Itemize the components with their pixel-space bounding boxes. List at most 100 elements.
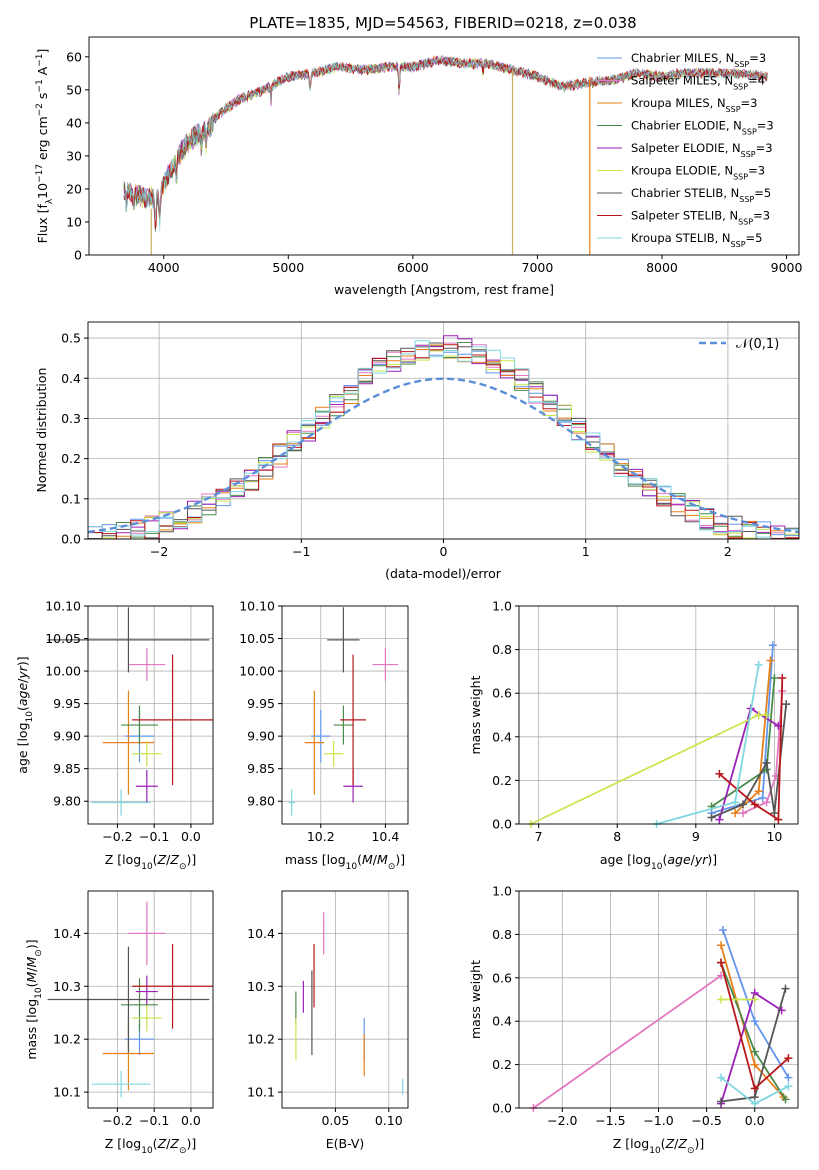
mass-weight-marker: [717, 941, 726, 950]
axes-frame: [281, 890, 409, 1109]
y-tick-label: 1.0: [492, 884, 512, 899]
x-axis-label: Z [log10(Z/Z⊙)]: [613, 1136, 705, 1156]
mass-vs-EBV-panel-frame: 0.05 0.10 10.1 10.2 10.3 10.4 E(B-V): [247, 890, 409, 1151]
y-tick-label: 0.2: [492, 773, 512, 788]
x-axis-label: Z [log10(Z/Z⊙)]: [105, 1136, 197, 1156]
x-tick-label: 5000: [272, 260, 304, 275]
x-tick-label: 4000: [148, 260, 180, 275]
y-tick-label: 20: [66, 181, 82, 196]
x-axis-label: (data-model)/error: [385, 566, 502, 581]
axes-frame: [88, 36, 800, 256]
y-axis-label: mass weight: [468, 960, 483, 1039]
mass-weight-marker: [750, 800, 759, 809]
x-tick-label: 6000: [397, 260, 429, 275]
y-tick-label: 9.85: [53, 761, 81, 776]
x-tick-label: 8000: [646, 260, 678, 275]
y-tick-label: 9.80: [53, 794, 81, 809]
age-vs-mass-panel-plot: [288, 607, 399, 816]
mass-weight-line: [532, 974, 722, 1109]
x-tick-label: 0.0: [181, 829, 201, 844]
y-axis-label: Normed distribution: [34, 368, 49, 493]
y-axis-label: age [log10(age/yr)]: [15, 656, 35, 773]
y-tick-label: 1.0: [492, 599, 512, 614]
spectrum-panel-frame: 4000 5000 6000 7000 8000 9000 0 10 20 30 40 50 60 Cha…: [35, 36, 802, 297]
y-tick-label: 10.3: [53, 979, 81, 994]
x-tick-label: −0.1: [139, 829, 169, 844]
y-axis-label: mass [log10(M/M⊙)]: [24, 939, 44, 1059]
axes-frame: [87, 890, 214, 1109]
y-tick-label: 0.0: [61, 532, 81, 547]
x-axis-label: wavelength [Angstrom, rest frame]: [334, 282, 554, 297]
mass-weight-marker: [762, 798, 771, 807]
mass-weight-marker: [750, 995, 759, 1004]
mass-weight-vs-age-panel-plot: [526, 641, 791, 828]
y-tick-label: 0.0: [492, 1101, 512, 1116]
mass-weight-marker: [754, 711, 763, 719]
age-vs-mass-panel-grid: [282, 605, 408, 824]
x-tick-label: 9: [692, 829, 700, 844]
x-tick-label: −1: [292, 544, 310, 559]
mass-weight-marker: [778, 673, 787, 682]
x-tick-label: 2: [724, 544, 732, 559]
y-tick-label: 9.90: [53, 729, 81, 744]
histogram-panel: −2 −1 0 1 2 0.0 0.1 0.2 0.3 0.4 0.5 𝒩(0,1) (data-mod…: [34, 321, 800, 581]
mass-weight-marker: [738, 809, 747, 818]
x-tick-label: 0.0: [181, 1113, 201, 1128]
mass-weight-marker: [750, 1084, 759, 1093]
mass-weight-marker: [768, 641, 777, 650]
mass-weight-marker: [754, 660, 763, 669]
x-axis-label: age [log10(age/yr)]: [600, 852, 717, 872]
y-tick-label: 30: [66, 148, 82, 163]
mass-vs-Z-panel-frame: −0.2 −0.1 0.0 10.1 10.2 10.3 10.4 Z [log10(Z/Z⊙…: [24, 890, 214, 1156]
age-vs-Z-panel-frame: −0.2 −0.1 0.0 9.80 9.85 9.90 9.95 10.00 10.05 10.…: [15, 599, 214, 872]
x-tick-label: 10: [766, 829, 782, 844]
mass-weight-marker: [715, 769, 724, 778]
mass-vs-EBV-panel-plot: [295, 912, 404, 1095]
y-tick-label: 0.2: [61, 451, 81, 466]
spectrum-legend: Chabrier MILES, NSSP=3 Salpeter MILES, NS…: [597, 51, 774, 249]
y-tick-label: 0.4: [492, 729, 512, 744]
mass-weight-marker: [717, 995, 726, 1004]
y-tick-label: 0.6: [492, 686, 512, 701]
mass-weight-marker: [715, 815, 724, 824]
mass-weight-marker: [766, 656, 775, 665]
x-tick-label: −1.0: [643, 1113, 673, 1128]
mass-weight-line: [656, 664, 760, 825]
spectrum-panel-plot: [123, 54, 768, 255]
mass-weight-marker: [717, 958, 726, 967]
y-tick-label: 10.4: [247, 926, 275, 941]
legend-entry: Salpeter STELIB, NSSP=3: [631, 209, 770, 227]
y-tick-label: 0.0: [492, 817, 512, 832]
legend-entry: Salpeter ELODIE, NSSP=3: [631, 141, 773, 159]
histogram-panel-frame: −2 −1 0 1 2 0.0 0.1 0.2 0.3 0.4 0.5 𝒩(0,1) (data-mod…: [34, 321, 800, 581]
mass-weight-marker: [750, 1099, 759, 1108]
y-tick-label: 0.5: [61, 331, 81, 346]
y-tick-label: 10.2: [247, 1032, 275, 1047]
x-tick-label: 10.4: [371, 829, 399, 844]
mass-weight-marker: [762, 711, 771, 719]
legend-entry: Kroupa STELIB, NSSP=5: [631, 231, 762, 249]
mass-weight-line: [710, 677, 776, 808]
mass-vs-Z-panel: −0.2 −0.1 0.0 10.1 10.2 10.3 10.4 Z [log10(Z/Z⊙…: [24, 890, 214, 1156]
x-tick-label: −1.5: [595, 1113, 625, 1128]
mass-weight-marker: [770, 673, 779, 682]
spectrum-model-line: [123, 55, 768, 223]
mass-weight-vs-age-panel-frame: 7 8 9 10 0.0 0.2 0.4 0.6 0.8 1.0 age [log10(age/yr…: [468, 599, 799, 872]
y-tick-label: 10.00: [239, 664, 275, 679]
mass-weight-marker: [707, 813, 716, 822]
y-tick-label: 0.8: [492, 642, 512, 657]
y-tick-label: 10.2: [53, 1032, 81, 1047]
axes-frame: [281, 605, 409, 825]
mass-weight-marker: [774, 815, 783, 824]
mass-vs-Z-panel-plot: [47, 901, 213, 1098]
mass-weight-marker: [750, 1060, 759, 1069]
x-tick-label: 8: [613, 829, 621, 844]
mass-weight-marker: [731, 798, 740, 807]
y-tick-label: 9.85: [247, 761, 275, 776]
x-axis-label: E(B-V): [326, 1136, 365, 1151]
y-tick-label: 0.4: [492, 1014, 512, 1029]
y-tick-label: 9.95: [53, 696, 81, 711]
y-tick-label: 10.10: [239, 599, 275, 614]
mass-weight-marker: [750, 1017, 759, 1026]
